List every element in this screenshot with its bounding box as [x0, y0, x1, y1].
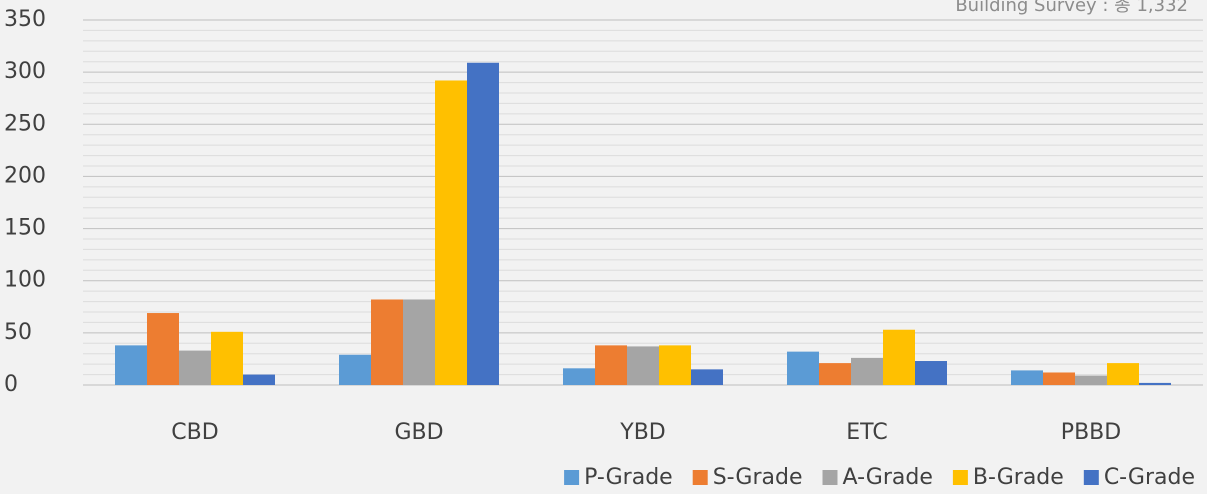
bar: [211, 331, 243, 385]
y-tick-label: 150: [4, 216, 46, 241]
x-tick-label: CBD: [171, 420, 218, 445]
legend-swatch: [692, 470, 708, 485]
legend-swatch: [564, 470, 580, 485]
legend-label: P-Grade: [584, 465, 673, 490]
y-tick-label: 100: [4, 268, 46, 293]
bar: [883, 329, 915, 385]
legend-label: A-Grade: [843, 465, 933, 490]
bar: [595, 345, 627, 385]
bar: [627, 346, 659, 385]
annotation: Building Survey : 총 1,332: [955, 0, 1188, 16]
bar: [147, 313, 179, 385]
legend-swatch: [1083, 470, 1099, 485]
legend-label: B-Grade: [973, 465, 1064, 490]
legend-label: S-Grade: [713, 465, 803, 490]
y-tick-label: 50: [4, 320, 32, 345]
bar: [563, 368, 595, 385]
bar: [467, 62, 499, 385]
bar: [179, 350, 211, 385]
legend-label: C-Grade: [1104, 465, 1195, 490]
bar: [659, 345, 691, 385]
bar: [435, 80, 467, 385]
bar: [819, 363, 851, 385]
bar: [915, 361, 947, 385]
bar: [243, 374, 275, 385]
bar: [1139, 382, 1171, 385]
y-tick-label: 300: [4, 59, 46, 84]
bar: [1043, 372, 1075, 385]
legend-swatch: [822, 470, 838, 485]
bar: [371, 299, 403, 385]
x-tick-label: YBD: [619, 420, 665, 445]
bar: [691, 369, 723, 385]
bar: [339, 354, 371, 385]
y-tick-label: 350: [4, 7, 46, 32]
bar: [851, 357, 883, 385]
bar: [403, 299, 435, 385]
bar: [1075, 375, 1107, 385]
y-tick-label: 250: [4, 111, 46, 136]
bar: [1011, 370, 1043, 385]
bar: [115, 345, 147, 385]
bar: [787, 351, 819, 385]
x-tick-label: PBBD: [1061, 420, 1121, 445]
x-tick-label: GBD: [394, 420, 443, 445]
legend-swatch: [952, 470, 968, 485]
y-tick-label: 0: [4, 372, 18, 397]
x-tick-label: ETC: [846, 420, 887, 445]
y-tick-label: 200: [4, 163, 46, 188]
bar: [1107, 363, 1139, 385]
